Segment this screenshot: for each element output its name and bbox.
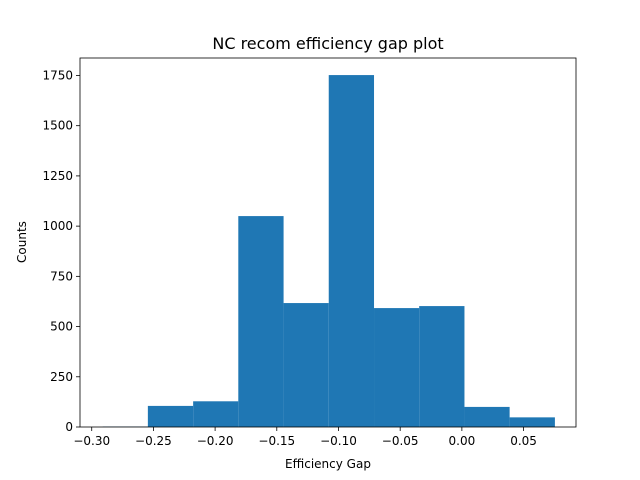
x-tick-label: −0.15	[258, 434, 295, 448]
x-tick-label: −0.30	[73, 434, 110, 448]
x-axis-label: Efficiency Gap	[285, 457, 371, 471]
x-tick-label: −0.10	[320, 434, 357, 448]
histogram-bar	[147, 405, 194, 427]
x-tick-label: 0.00	[449, 434, 476, 448]
x-tick-label: −0.05	[382, 434, 419, 448]
y-tick-label: 750	[50, 269, 73, 283]
histogram-bar	[328, 75, 375, 427]
y-tick-label: 1750	[42, 68, 73, 82]
y-tick-label: 0	[65, 420, 73, 434]
y-tick-label: 1000	[42, 219, 73, 233]
histogram-bar	[283, 303, 329, 427]
y-axis-ticks: 0 250 500 750 1000 1250 1500 1750	[42, 68, 80, 434]
histogram-bar	[509, 417, 555, 427]
y-tick-label: 500	[50, 320, 73, 334]
histogram-bar	[238, 216, 284, 427]
histogram-bar	[374, 308, 420, 427]
histogram-bar	[193, 401, 239, 427]
x-tick-label: 0.05	[510, 434, 537, 448]
x-axis-ticks: −0.30 −0.25 −0.20 −0.15 −0.10 −0.05 0.00 0.05	[73, 427, 537, 448]
y-tick-label: 1250	[42, 169, 73, 183]
y-tick-label: 1500	[42, 119, 73, 133]
histogram-bar	[464, 406, 510, 427]
chart-title: NC recom efficiency gap plot	[212, 34, 443, 53]
plot-frame	[79, 57, 577, 428]
x-tick-label: −0.25	[135, 434, 172, 448]
x-tick-label: −0.20	[197, 434, 234, 448]
y-axis-label: Counts	[15, 221, 29, 263]
bars-group	[102, 75, 555, 427]
histogram-bar	[419, 306, 465, 427]
y-tick-label: 250	[50, 370, 73, 384]
